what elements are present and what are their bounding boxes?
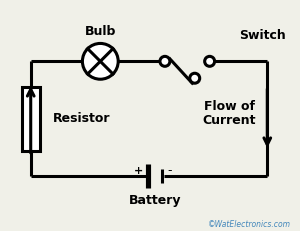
Circle shape [190,73,200,83]
Circle shape [82,43,118,79]
Text: Resistor: Resistor [52,112,110,125]
Text: Battery: Battery [129,194,181,207]
Text: Switch: Switch [239,29,286,42]
Circle shape [205,56,214,66]
Circle shape [160,56,170,66]
Text: -: - [168,164,172,177]
Text: ©WatElectronics.com: ©WatElectronics.com [208,220,291,229]
Text: +: + [134,166,143,176]
Bar [22,87,40,151]
Text: Current: Current [203,115,256,128]
Text: Bulb: Bulb [85,25,116,38]
Text: Flow of: Flow of [204,100,255,112]
